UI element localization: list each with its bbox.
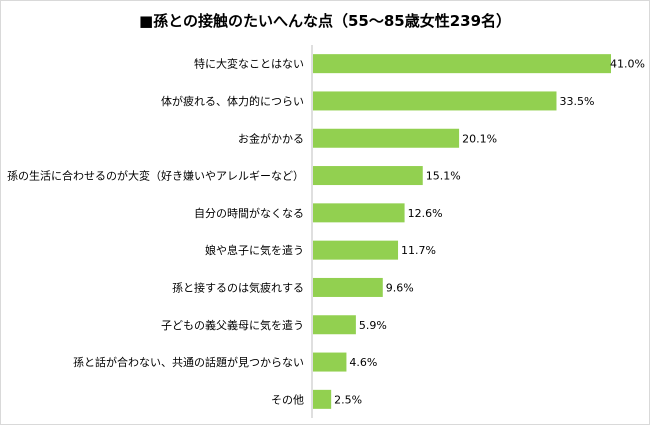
data-label: 4.6%	[349, 356, 377, 369]
data-label: 9.6%	[386, 281, 414, 294]
category-label: 特に大変なことはない	[194, 57, 304, 71]
category-label: 孫と話が合わない、共通の話題が見つからない	[73, 355, 304, 369]
bar	[313, 315, 356, 335]
bar	[313, 203, 405, 223]
category-label: お金がかかる	[238, 131, 304, 145]
data-label: 12.6%	[408, 207, 443, 220]
data-label: 41.0%	[610, 58, 645, 71]
bar	[313, 240, 399, 260]
category-label: 自分の時間がなくなる	[194, 206, 304, 220]
category-label: 孫の生活に合わせるのが大変（好き嫌いやアレルギーなど）	[7, 169, 304, 183]
bar	[313, 128, 460, 148]
data-label: 33.5%	[559, 95, 594, 108]
category-label: 娘や息子に気を遣う	[205, 243, 304, 257]
category-label: 孫と接するのは気疲れする	[172, 280, 304, 294]
bar	[313, 277, 383, 297]
data-label: 15.1%	[426, 170, 461, 183]
category-label: 体が疲れる、体力的につらい	[161, 94, 304, 108]
bar	[313, 91, 557, 111]
data-label: 2.5%	[334, 393, 362, 406]
data-label: 11.7%	[401, 244, 436, 257]
chart-title: ■孫との接触のたいへんな点（55～85歳女性239名）	[138, 12, 512, 30]
data-label: 20.1%	[462, 132, 497, 145]
bar	[313, 389, 332, 409]
category-label: その他	[271, 393, 304, 406]
bar	[313, 54, 611, 74]
bar	[313, 166, 423, 186]
bar	[313, 352, 347, 372]
category-label: 子どもの義父義母に気を遣う	[161, 318, 304, 332]
data-label: 5.9%	[359, 319, 387, 332]
